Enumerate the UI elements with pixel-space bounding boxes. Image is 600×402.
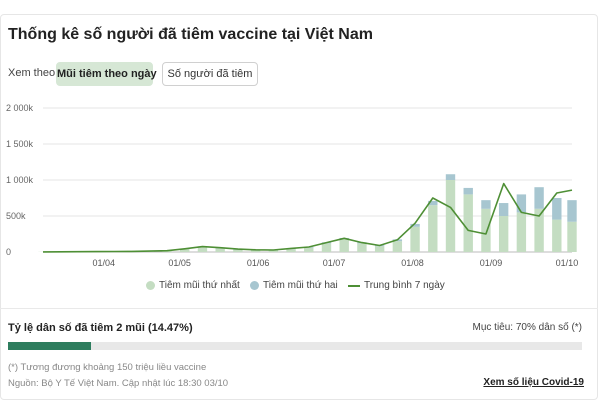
tab-total-vaccinated[interactable]: Số người đã tiêm — [162, 62, 258, 86]
bar-first-dose — [428, 205, 438, 252]
source-note: Nguồn: Bộ Y Tế Việt Nam. Cập nhật lúc 18… — [8, 378, 229, 389]
bar-second-dose — [534, 187, 544, 209]
bar-second-dose — [498, 203, 509, 216]
average-line-swatch-icon — [348, 284, 360, 287]
legend-first-dose[interactable]: Tiêm mũi thứ nhất — [146, 280, 240, 291]
bar-first-dose — [321, 243, 332, 252]
series-line-7day-average — [42, 182, 573, 253]
footnote: (*) Tương đương khoảng 150 triệu liều va… — [8, 362, 207, 373]
bar-first-dose — [180, 249, 190, 252]
bar-first-dose — [215, 248, 225, 252]
legend-7day-average[interactable]: Trung bình 7 ngày — [348, 280, 445, 291]
bar-second-dose — [552, 198, 562, 220]
bar-first-dose — [357, 243, 367, 252]
bar-second-dose — [445, 174, 456, 180]
x-tick-label: 01/10 — [556, 258, 579, 268]
bar-first-dose — [286, 249, 296, 252]
bar-second-dose — [463, 187, 473, 195]
bar-first-dose — [410, 226, 420, 252]
vaccination-chart: 0 500k 1 000k 1 500k 2 000k 01/04 01/05 01/06 01… — [6, 103, 579, 268]
y-tick-label: 2 000k — [6, 103, 34, 113]
legend-7day-average-label: Trung bình 7 ngày — [364, 280, 445, 291]
bar-second-dose — [567, 200, 577, 222]
bar-second-dose — [516, 194, 527, 213]
y-tick-label: 0 — [6, 247, 11, 257]
bar-first-dose — [481, 208, 491, 252]
legend-second-dose[interactable]: Tiêm mũi thứ hai — [250, 280, 338, 291]
tab-daily-doses[interactable]: Mũi tiêm theo ngày — [56, 62, 157, 86]
bar-second-dose — [481, 200, 491, 209]
x-tick-label: 01/09 — [480, 258, 503, 268]
y-tick-label: 1 000k — [6, 175, 34, 185]
bar-first-dose — [268, 250, 279, 252]
bar-first-dose — [374, 246, 385, 252]
covid-data-link[interactable]: Xem số liệu Covid-19 — [483, 377, 584, 388]
bar-first-dose — [392, 241, 403, 252]
y-tick-label: 1 500k — [6, 139, 34, 149]
progress-track — [8, 342, 582, 350]
divider — [0, 308, 598, 309]
bar-first-dose — [498, 216, 509, 252]
bar-first-dose — [516, 212, 527, 252]
second-dose-swatch-icon — [250, 281, 259, 290]
y-tick-label: 500k — [6, 211, 26, 221]
progress-target: Mục tiêu: 70% dân số (*) — [472, 322, 583, 333]
progress-title: Tỷ lệ dân số đã tiêm 2 mũi (14.47%) — [8, 322, 193, 334]
page-title: Thống kê số người đã tiêm vaccine tại Vi… — [8, 26, 373, 43]
bar-first-dose — [534, 208, 544, 252]
first-dose-swatch-icon — [146, 281, 155, 290]
view-label: Xem theo: — [8, 67, 59, 79]
legend-second-dose-label: Tiêm mũi thứ hai — [263, 280, 338, 291]
bar-first-dose — [552, 219, 562, 252]
bar-first-dose — [233, 249, 243, 252]
bar-second-dose — [428, 200, 438, 206]
legend-first-dose-label: Tiêm mũi thứ nhất — [159, 280, 240, 291]
x-tick-label: 01/04 — [92, 258, 115, 268]
bar-first-dose — [304, 247, 314, 252]
progress-fill — [8, 342, 92, 350]
bar-first-dose — [197, 246, 208, 252]
x-tick-label: 01/08 — [401, 258, 424, 268]
bar-first-dose — [339, 239, 349, 252]
bar-first-dose — [567, 221, 577, 252]
x-tick-label: 01/07 — [323, 258, 346, 268]
bar-first-dose — [463, 194, 473, 252]
bar-first-dose — [250, 250, 261, 252]
x-tick-label: 01/05 — [168, 258, 191, 268]
bar-second-dose — [410, 223, 420, 227]
x-tick-label: 01/06 — [247, 258, 270, 268]
bar-first-dose — [445, 180, 456, 252]
